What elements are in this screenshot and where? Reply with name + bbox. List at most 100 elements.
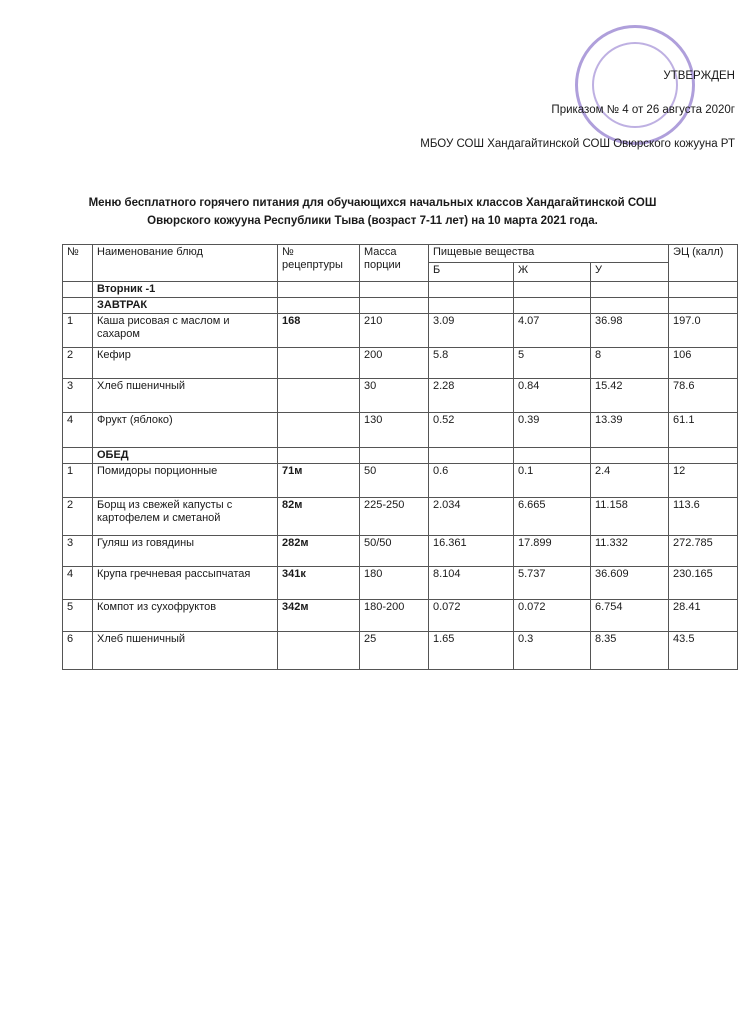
mass-cell: 180-200 [359,599,429,632]
b-cell: 0.6 [428,463,514,498]
header-cell: Б [428,262,514,282]
table-row: Вторник -1 [62,281,739,298]
cell [668,281,739,298]
zh-cell: 0.3 [513,631,591,670]
u-cell: 15.42 [589,378,670,413]
cell [277,297,360,314]
table-row: 3 Гуляш из говядины 282м 50/50 16.361 17.899 1… [62,535,739,567]
recipe-cell: 71м [277,463,360,498]
name-cell: Хлеб пшеничный [92,631,278,670]
order: Приказом № 4 от 26 августа 2020г [551,104,735,116]
u-cell: 2.4 [589,463,670,498]
ec-cell: 113.6 [668,497,739,536]
cell [359,281,429,298]
recipe-cell: 341к [277,566,360,600]
table-row: 4 Крупа гречневая рассыпчатая 341к 180 8.104… [62,566,739,600]
ec-cell: 272.785 [668,535,739,567]
cell [513,447,591,464]
cell [668,297,739,314]
u-cell: 11.158 [589,497,670,536]
ec-cell: 197.0 [668,313,739,348]
no-cell: 2 [62,347,93,379]
mass-cell: 25 [359,631,429,670]
name-cell: Гуляш из говядины [92,535,278,567]
u-cell: 6.754 [589,599,670,632]
approved: УТВЕРЖДЕН [663,70,735,82]
b-cell: 16.361 [428,535,514,567]
table-row: 3 Хлеб пшеничный 30 2.28 0.84 15.42 78.6 [62,378,739,413]
ec-cell: 61.1 [668,412,739,448]
cell [277,447,360,464]
b-cell: 3.09 [428,313,514,348]
cell [668,447,739,464]
section-cell: ЗАВТРАК [92,297,278,314]
u-cell: 11.332 [589,535,670,567]
zh-cell: 0.84 [513,378,591,413]
cell [513,281,591,298]
recipe-cell [277,378,360,413]
section-cell: ОБЕД [92,447,278,464]
cell [428,281,514,298]
cell [359,297,429,314]
cell [277,281,360,298]
menu-table: № Наименование блюд № рецепртуры Масса порц… [62,244,739,670]
no-cell: 1 [62,463,93,498]
table-row: 4 Фрукт (яблоко) 130 0.52 0.39 13.39 61.1 [62,412,739,448]
header-cell: У [589,262,670,282]
cell [589,447,670,464]
ec-cell: 106 [668,347,739,379]
recipe-cell: 342м [277,599,360,632]
zh-cell: 6.665 [513,497,591,536]
name-cell: Помидоры порционные [92,463,278,498]
recipe-cell [277,412,360,448]
school: МБОУ СОШ Хандагайтинской СОШ Овюрского к… [420,138,735,150]
name-cell: Крупа гречневая рассыпчатая [92,566,278,600]
header-cell: Масса порции [359,244,429,282]
table-row: № Наименование блюд № рецепртуры Масса порц… [62,244,739,282]
no-cell: 4 [62,412,93,448]
zh-cell: 0.072 [513,599,591,632]
b-cell: 0.072 [428,599,514,632]
b-cell: 5.8 [428,347,514,379]
cell [428,447,514,464]
ec-cell: 12 [668,463,739,498]
table-row: ОБЕД [62,447,739,464]
cell [62,447,93,464]
recipe-cell: 282м [277,535,360,567]
zh-cell: 4.07 [513,313,591,348]
table-row: ЗАВТРАК [62,297,739,314]
header-cell: Ж [513,262,591,282]
mass-cell: 210 [359,313,429,348]
ec-cell: 230.165 [668,566,739,600]
mass-cell: 130 [359,412,429,448]
recipe-cell [277,347,360,379]
mass-cell: 30 [359,378,429,413]
table-row: 2 Кефир 200 5.8 5 8 106 [62,347,739,379]
mass-cell: 50/50 [359,535,429,567]
cell [428,297,514,314]
ec-cell: 28.41 [668,599,739,632]
header-cell: № [62,244,93,282]
no-cell: 2 [62,497,93,536]
name-cell: Хлеб пшеничный [92,378,278,413]
u-cell: 8 [589,347,670,379]
no-cell: 3 [62,378,93,413]
stamp [575,25,695,145]
mass-cell: 225-250 [359,497,429,536]
cell [589,281,670,298]
recipe-cell: 168 [277,313,360,348]
u-cell: 8.35 [589,631,670,670]
b-cell: 8.104 [428,566,514,600]
cell [359,447,429,464]
day-cell: Вторник -1 [92,281,278,298]
no-cell: 5 [62,599,93,632]
header-cell: Пищевые вещества [427,244,670,263]
no-cell: 1 [62,313,93,348]
ec-cell: 43.5 [668,631,739,670]
zh-cell: 0.39 [513,412,591,448]
ec-cell: 78.6 [668,378,739,413]
table-row: 1 Каша рисовая с маслом и сахаром 168 210 3… [62,313,739,348]
recipe-cell: 82м [277,497,360,536]
b-cell: 2.28 [428,378,514,413]
table-row: 5 Компот из сухофруктов 342м 180-200 0.072 0.… [62,599,739,632]
